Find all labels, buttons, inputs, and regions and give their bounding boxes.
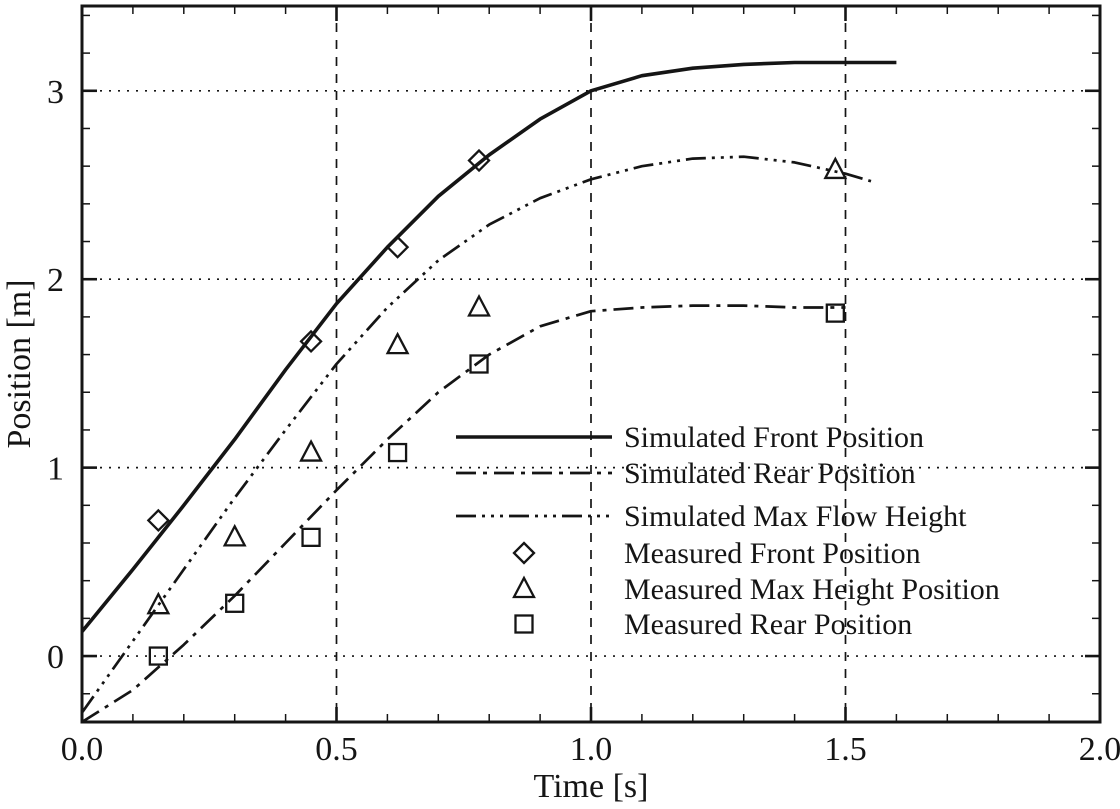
diamond-marker-icon (299, 329, 323, 354)
legend-item-simulated-max-flow-height: Simulated Max Flow Height (456, 500, 967, 533)
square-marker-icon (387, 442, 408, 463)
legend-item-measured-rear-position: Measured Rear Position (514, 608, 912, 641)
square-marker-icon (148, 646, 169, 666)
series-simulated-front-position (80, 60, 897, 633)
scatter-measured-rear-position (148, 303, 845, 666)
y-tick-labels: 0 1 2 3 (47, 74, 64, 676)
axis-ticks (80, 6, 1102, 722)
legend-item-measured-front-position: Measured Front Position (512, 537, 921, 570)
gridlines (82, 6, 1100, 722)
legend-label: Measured Front Position (624, 537, 921, 570)
diamond-marker-icon (146, 508, 170, 533)
scatter-measured-front-position (146, 148, 491, 533)
square-marker-icon (825, 303, 845, 323)
y-axis-label: Position [m] (1, 279, 38, 448)
x-tick-label: 1.5 (824, 731, 867, 768)
legend-label: Simulated Rear Position (624, 457, 916, 490)
x-tick-label: 1.0 (570, 731, 613, 768)
triangle-marker-icon (146, 591, 171, 615)
y-tick-label: 1 (47, 451, 64, 488)
diamond-marker-icon (385, 235, 410, 259)
legend-item-simulated-rear-position: Simulated Rear Position (456, 457, 916, 490)
x-axis-label: Time [s] (534, 768, 649, 805)
diamond-marker-icon (512, 541, 536, 565)
x-tick-label: 0.0 (61, 731, 104, 768)
square-marker-icon (301, 527, 321, 547)
legend-item-simulated-front-position: Simulated Front Position (456, 421, 924, 454)
square-marker-icon (225, 593, 245, 613)
y-tick-label: 3 (47, 74, 64, 111)
triangle-marker-icon (512, 575, 536, 599)
legend-item-measured-max-height-position: Measured Max Height Position (512, 573, 1000, 606)
triangle-marker-icon (222, 523, 247, 547)
triangle-marker-icon (467, 294, 491, 317)
x-tick-labels: 0.0 0.5 1.0 1.5 2.0 (61, 731, 1120, 768)
scatter-measured-max-height-position (146, 156, 848, 615)
legend-label: Simulated Max Flow Height (624, 500, 967, 533)
diamond-marker-icon (467, 148, 491, 173)
legend-label: Measured Max Height Position (624, 573, 1000, 606)
legend-label: Simulated Front Position (624, 421, 924, 454)
y-tick-label: 0 (47, 639, 64, 676)
triangle-marker-icon (385, 331, 410, 355)
x-tick-label: 0.5 (315, 731, 358, 768)
legend-label: Measured Rear Position (624, 608, 912, 641)
y-tick-label: 2 (47, 262, 64, 299)
square-marker-icon (469, 354, 489, 374)
series-simulated-max-flow-height (80, 155, 872, 714)
series-simulated-rear-position (81, 304, 846, 724)
triangle-marker-icon (299, 439, 323, 462)
square-marker-icon (514, 614, 534, 634)
triangle-marker-icon (823, 156, 848, 180)
x-tick-label: 2.0 (1079, 731, 1120, 768)
